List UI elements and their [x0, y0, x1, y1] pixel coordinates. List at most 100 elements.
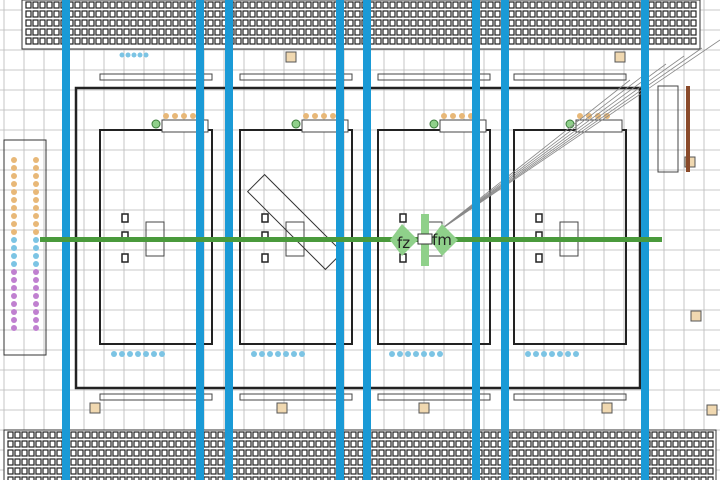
seat	[434, 476, 441, 480]
seat	[613, 19, 620, 27]
seat	[7, 440, 14, 448]
seat	[147, 440, 154, 448]
seat	[525, 458, 532, 466]
seat	[588, 449, 595, 457]
seat	[658, 449, 665, 457]
seat	[266, 458, 273, 466]
seat	[382, 10, 389, 18]
brown-bar	[686, 86, 690, 172]
seat	[33, 245, 39, 251]
seat	[172, 19, 179, 27]
seat	[627, 28, 634, 36]
seat	[529, 10, 536, 18]
seat	[42, 467, 49, 475]
seat	[291, 10, 298, 18]
seat	[242, 10, 249, 18]
seat	[375, 1, 382, 9]
seat	[567, 440, 574, 448]
seat	[599, 19, 606, 27]
seat	[144, 10, 151, 18]
seat	[665, 449, 672, 457]
seat	[431, 37, 438, 45]
seat	[319, 28, 326, 36]
guide-line	[439, 79, 631, 231]
seat	[417, 10, 424, 18]
seat	[525, 467, 532, 475]
seat	[305, 19, 312, 27]
seat	[217, 431, 224, 439]
seat	[487, 1, 494, 9]
seat	[480, 10, 487, 18]
seat	[39, 37, 46, 45]
seat	[672, 449, 679, 457]
seat	[515, 37, 522, 45]
seat	[172, 37, 179, 45]
seat	[634, 1, 641, 9]
seat	[81, 19, 88, 27]
seat	[102, 28, 109, 36]
seat	[613, 28, 620, 36]
seat	[126, 458, 133, 466]
bench	[239, 73, 353, 81]
seat	[91, 440, 98, 448]
seat	[434, 449, 441, 457]
seat	[347, 28, 354, 36]
seat	[429, 351, 435, 357]
seat	[347, 10, 354, 18]
seat	[189, 440, 196, 448]
seat	[606, 28, 613, 36]
seat	[312, 28, 319, 36]
seat	[33, 253, 39, 259]
seat	[46, 19, 53, 27]
equipment-box	[614, 51, 626, 63]
seat	[427, 431, 434, 439]
seat	[606, 19, 613, 27]
seat	[490, 458, 497, 466]
seat	[445, 28, 452, 36]
seat	[130, 37, 137, 45]
seat	[543, 28, 550, 36]
seat	[298, 19, 305, 27]
seat	[112, 458, 119, 466]
bench	[99, 393, 213, 401]
axis-box	[417, 233, 433, 245]
seat	[165, 1, 172, 9]
seat	[46, 10, 53, 18]
seat	[455, 467, 462, 475]
seat	[280, 449, 287, 457]
seat	[577, 113, 583, 119]
seat	[511, 458, 518, 466]
seat	[308, 431, 315, 439]
seat	[308, 467, 315, 475]
equipment-box	[276, 402, 288, 414]
seat	[203, 467, 210, 475]
seat	[343, 467, 350, 475]
seat	[133, 431, 140, 439]
seat	[266, 440, 273, 448]
seat	[273, 431, 280, 439]
seat	[623, 458, 630, 466]
seat	[571, 19, 578, 27]
seat	[357, 449, 364, 457]
seat	[459, 10, 466, 18]
seat	[606, 37, 613, 45]
seat	[119, 431, 126, 439]
seat	[35, 467, 42, 475]
seat	[616, 440, 623, 448]
seat	[126, 440, 133, 448]
seat	[95, 28, 102, 36]
seat	[256, 28, 263, 36]
seat	[42, 449, 49, 457]
seat	[466, 1, 473, 9]
seat	[490, 476, 497, 480]
seat	[291, 1, 298, 9]
seat	[109, 37, 116, 45]
seat	[578, 19, 585, 27]
seat	[350, 449, 357, 457]
seat	[560, 458, 567, 466]
seat	[235, 28, 242, 36]
seat	[53, 37, 60, 45]
seat	[518, 431, 525, 439]
seat	[655, 10, 662, 18]
seat	[434, 467, 441, 475]
